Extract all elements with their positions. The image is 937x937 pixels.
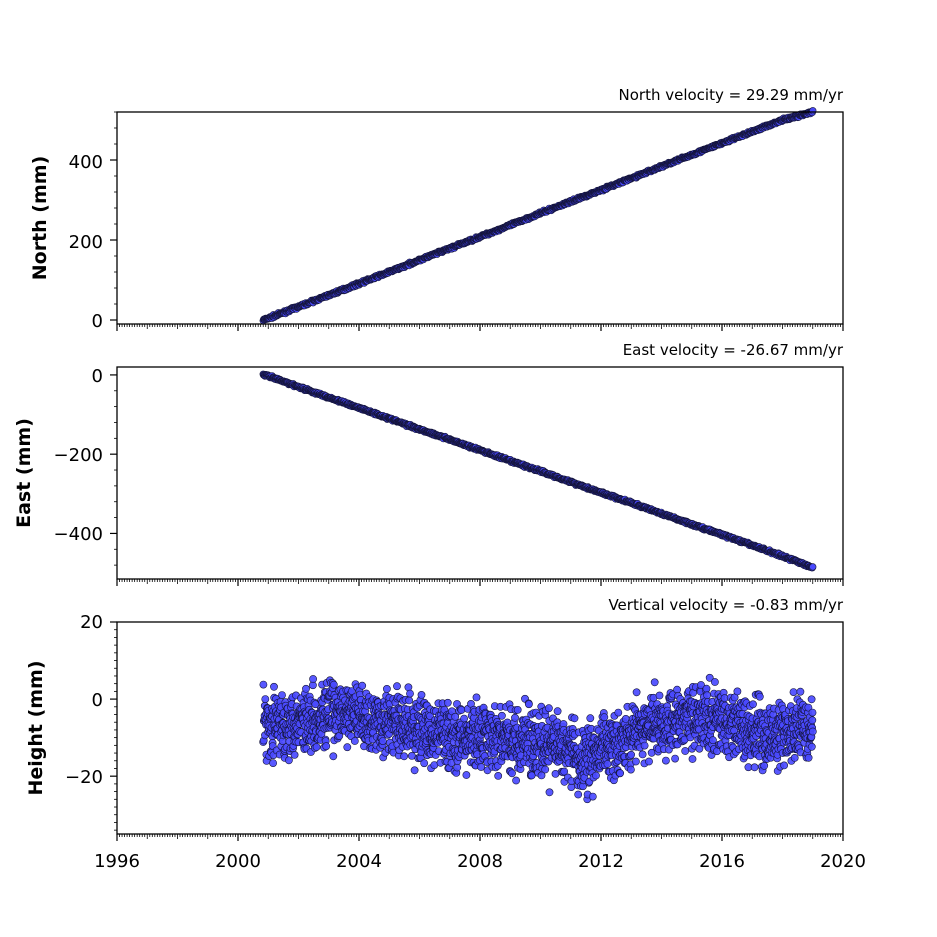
height-data-point <box>290 751 299 759</box>
height-data-point <box>284 756 293 765</box>
height-data-point <box>497 711 506 720</box>
height-data-point <box>477 763 485 771</box>
height-data-point <box>627 765 635 774</box>
height-data-point <box>393 682 401 691</box>
height-data-point <box>650 678 659 687</box>
height-data-point <box>343 743 352 752</box>
height-data-point <box>574 790 583 799</box>
north-data-point <box>809 107 817 115</box>
height-data-point <box>259 680 268 689</box>
height-data-point <box>378 737 387 745</box>
east-y-axis-label: East (mm) <box>13 418 35 528</box>
height-data-point <box>614 708 623 717</box>
height-data-point <box>322 742 331 751</box>
height-data-point <box>329 752 338 761</box>
height-data-point <box>329 680 338 689</box>
height-data-point <box>417 691 426 699</box>
height-data-point <box>627 750 635 759</box>
height-data-point <box>570 714 579 723</box>
north-ytick-label: 0 <box>92 311 103 332</box>
height-data-point <box>460 714 468 723</box>
height-data-point <box>405 696 413 705</box>
height-data-point <box>472 693 481 702</box>
height-data-point <box>592 771 600 780</box>
height-data-point <box>269 759 277 767</box>
height-data-point <box>655 691 664 700</box>
east-ytick-label: 0 <box>92 366 103 387</box>
height-data-point <box>457 706 466 714</box>
height-data-point <box>453 763 462 772</box>
height-data-point <box>309 675 317 683</box>
height-data-point <box>600 713 609 722</box>
height-data-point <box>545 788 554 797</box>
height-data-point <box>312 743 321 751</box>
height-data-point <box>541 765 550 774</box>
height-data-point <box>350 737 359 745</box>
east-ytick-label: −400 <box>54 524 103 545</box>
height-data-point <box>278 691 286 699</box>
height-data-point <box>400 752 408 761</box>
height-data-point <box>302 684 310 693</box>
east-data-point <box>809 563 817 571</box>
north-velocity-title: North velocity = 29.29 mm/yr <box>619 86 844 104</box>
height-data-point <box>586 714 595 723</box>
east-ytick-label: −200 <box>54 445 103 466</box>
height-data-point <box>616 769 624 778</box>
height-data-point <box>632 757 640 766</box>
north-y-axis-label: North (mm) <box>29 156 51 281</box>
height-data-point <box>511 713 519 722</box>
north-ytick-label: 200 <box>69 232 103 253</box>
height-data-point <box>645 757 653 766</box>
height-data-point <box>638 750 647 759</box>
height-data-point <box>513 706 522 714</box>
height-data-point <box>261 695 270 703</box>
height-data-point <box>512 776 520 785</box>
east-velocity-title: East velocity = -26.67 mm/yr <box>623 341 844 359</box>
height-data-point <box>525 700 533 709</box>
height-data-point <box>406 689 414 698</box>
height-data-point <box>545 704 553 713</box>
height-data-point <box>588 792 597 801</box>
height-data-point <box>358 681 367 690</box>
height-data-point <box>462 771 471 779</box>
height-data-point <box>382 685 391 693</box>
height-data-point <box>494 772 503 780</box>
north-ytick-label: 400 <box>69 152 103 173</box>
height-data-point <box>443 698 452 707</box>
north-panel: 0 200 400 North (mm) North velocity = 29… <box>29 86 844 332</box>
height-data-point <box>410 766 419 775</box>
height-data-point <box>420 759 429 768</box>
height-data-point <box>603 760 612 768</box>
height-data-point <box>662 756 670 765</box>
north-points-layer <box>259 107 817 325</box>
height-data-point <box>640 741 649 750</box>
height-data-point <box>270 682 278 691</box>
height-data-point <box>508 769 516 778</box>
height-data-point <box>632 688 641 697</box>
height-data-point <box>553 707 562 716</box>
